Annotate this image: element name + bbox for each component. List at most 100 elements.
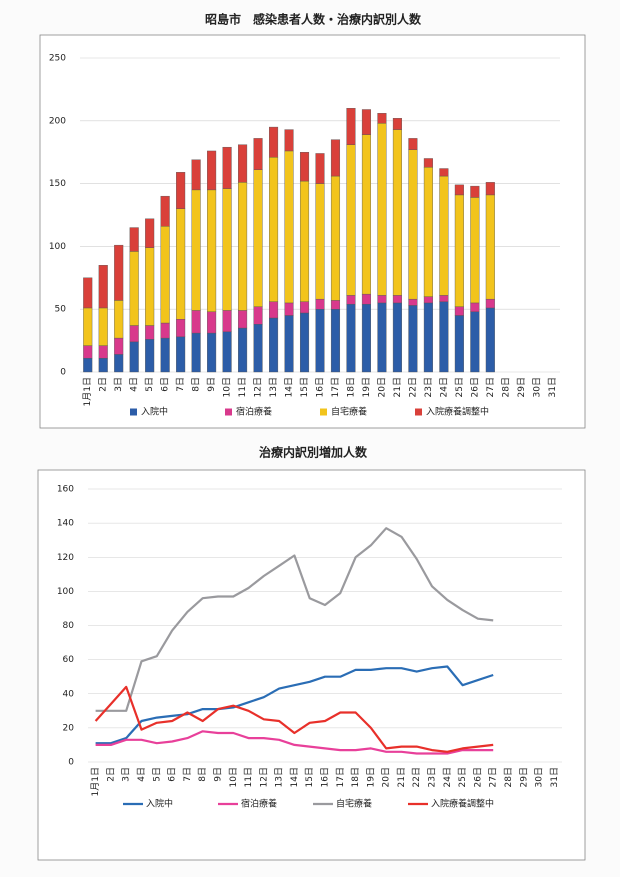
bar-segment	[439, 295, 449, 302]
x-tick-label: 5日	[151, 767, 162, 782]
legend-label: 宿泊療養	[241, 798, 277, 810]
x-tick-label: 22日	[407, 377, 418, 397]
y-tick-label: 0	[60, 368, 66, 378]
bar-segment	[315, 153, 325, 184]
x-tick-label: 25日	[457, 767, 468, 787]
x-tick-label: 17日	[335, 767, 346, 787]
bar-segment	[176, 319, 186, 338]
x-tick-label: 30日	[531, 377, 542, 397]
bar-segment	[361, 303, 371, 373]
bar-segment	[269, 126, 279, 158]
x-tick-label: 19日	[365, 767, 376, 787]
bar-segment	[238, 327, 248, 373]
bar-segment	[191, 189, 201, 311]
bar-segment	[269, 317, 279, 373]
bar-segment	[423, 158, 433, 168]
bar-segment	[98, 345, 108, 359]
x-tick-label: 2日	[105, 767, 116, 782]
bar-segment	[454, 306, 464, 316]
bar-segment	[454, 194, 464, 307]
chart-title: 昭島市 感染患者人数・治療内訳別人数	[205, 12, 422, 27]
bar-segment	[83, 307, 93, 346]
chart-title: 治療内訳別増加人数	[259, 445, 368, 460]
bar-segment	[330, 175, 341, 301]
y-tick-label: 60	[63, 655, 75, 665]
bar-segment	[485, 307, 495, 373]
bar-segment	[160, 195, 170, 227]
bar-segment	[423, 167, 433, 297]
x-tick-label: 18日	[345, 377, 356, 397]
x-tick-label: 6日	[160, 377, 171, 392]
series-line	[95, 665, 494, 745]
bar-segment	[114, 354, 124, 373]
bar-segment	[470, 185, 480, 198]
x-tick-label: 27日	[485, 377, 496, 397]
bar-segment	[361, 293, 371, 305]
bar-segment	[145, 325, 155, 340]
x-tick-label: 28日	[503, 767, 514, 787]
bar-segment	[83, 345, 93, 359]
x-tick-label: 29日	[516, 377, 527, 397]
x-tick-label: 11日	[243, 767, 254, 787]
bar-segment	[114, 337, 124, 355]
bar-segment	[454, 315, 464, 373]
bar-segment	[145, 218, 155, 248]
bar-segment	[392, 295, 402, 304]
bar-segment	[253, 169, 263, 307]
legend-swatch	[225, 408, 232, 416]
bar-segment	[470, 197, 480, 304]
x-tick-label: 16日	[315, 377, 326, 397]
bar-segment	[485, 298, 495, 309]
x-tick-label: 4日	[129, 377, 140, 392]
bar-segment	[439, 301, 449, 373]
bar-segment	[299, 151, 310, 182]
x-tick-label: 8日	[197, 767, 208, 782]
bar-segment	[408, 305, 418, 373]
bar-segment	[145, 247, 155, 326]
bar-segment	[423, 302, 433, 373]
x-tick-label: 17日	[330, 377, 341, 397]
bar-segment	[191, 159, 201, 191]
x-tick-label: 8日	[191, 377, 202, 392]
x-tick-label: 9日	[206, 377, 217, 392]
bar-segment	[238, 182, 248, 311]
x-tick-label: 6日	[167, 767, 178, 782]
bar-segment	[299, 301, 310, 314]
bar-segment	[299, 180, 310, 302]
x-tick-label: 7日	[175, 377, 186, 392]
bar-segment	[160, 226, 170, 324]
legend-label: 入院療養調整中	[431, 798, 494, 810]
bar-segment	[114, 244, 124, 301]
x-tick-label: 2日	[98, 377, 109, 392]
bar-segment	[83, 357, 93, 373]
bar-segment	[377, 302, 387, 373]
y-tick-label: 0	[68, 758, 74, 768]
bar-segment	[129, 341, 139, 373]
bar-segment	[284, 302, 294, 316]
legend-swatch	[320, 408, 327, 416]
x-tick-label: 13日	[274, 767, 285, 787]
bar-segment	[269, 157, 279, 302]
bar-segment	[145, 339, 155, 373]
bar-segment	[269, 301, 279, 319]
x-tick-label: 15日	[304, 767, 315, 787]
bar-segment	[160, 322, 170, 339]
bar-segment	[346, 303, 356, 373]
bar-segment	[238, 310, 248, 329]
bar-segment	[238, 144, 248, 183]
x-tick-label: 23日	[427, 767, 438, 787]
y-tick-label: 250	[49, 54, 66, 64]
bar-segment	[439, 168, 449, 177]
bar-segment	[315, 183, 325, 300]
x-tick-label: 26日	[469, 377, 480, 397]
x-tick-label: 7日	[182, 767, 193, 782]
bar-segment	[346, 144, 356, 296]
legend-label: 入院中	[146, 798, 173, 810]
legend-swatch	[130, 408, 137, 416]
y-tick-label: 50	[55, 305, 67, 315]
bar-segment	[207, 332, 217, 373]
legend-swatch	[415, 408, 422, 416]
series-line	[95, 730, 494, 755]
bar-segment	[253, 138, 263, 170]
bar-segment	[361, 109, 371, 135]
